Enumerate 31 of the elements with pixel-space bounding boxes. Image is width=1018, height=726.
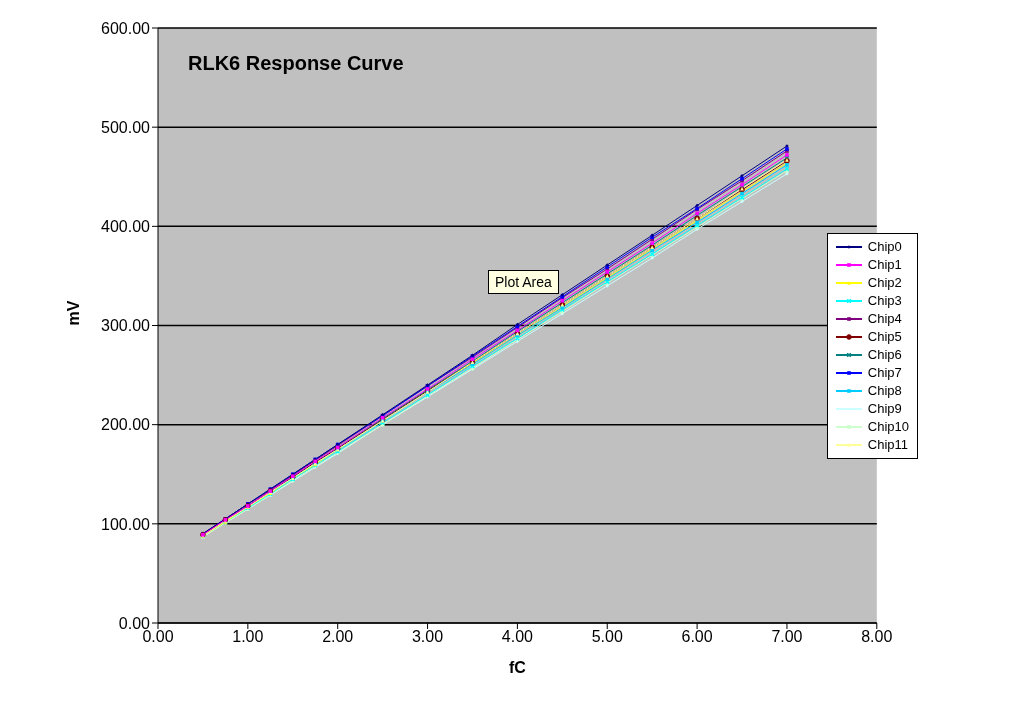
legend-label: Chip5 [867, 328, 902, 346]
y-tick-label: 400.00 [101, 218, 151, 236]
x-tick-label: 2.00 [322, 628, 354, 646]
y-tick-label: 600.00 [101, 19, 151, 37]
legend-label: Chip6 [867, 346, 902, 364]
legend-label: Chip9 [867, 400, 902, 418]
annotation: Plot Area [488, 270, 559, 294]
x-tick-label: 7.00 [771, 628, 803, 646]
legend-label: Chip0 [867, 238, 902, 256]
legend-label: Chip4 [867, 310, 902, 328]
y-axis-title: mV [64, 300, 82, 326]
legend-label: Chip10 [867, 418, 909, 436]
y-tick-label: 200.00 [101, 416, 151, 434]
x-tick-label: 3.00 [411, 628, 444, 646]
legend-label: Chip3 [867, 292, 902, 310]
x-tick-label: 8.00 [861, 628, 893, 646]
y-tick-label: 300.00 [101, 317, 151, 335]
x-tick-label: 5.00 [591, 628, 623, 646]
legend-label: Chip11 [867, 436, 909, 454]
x-tick-label: 6.00 [681, 628, 713, 646]
x-axis-title: fC [508, 659, 527, 676]
legend-label: Chip1 [867, 256, 902, 274]
x-tick-label: 1.00 [232, 628, 264, 646]
text: RLK6 Response Curve [188, 52, 404, 75]
legend-label: Chip8 [867, 382, 902, 400]
legend-label: Chip2 [867, 274, 902, 292]
x-tick-label: 0.00 [142, 628, 174, 646]
legend-label: Chip7 [867, 364, 902, 382]
y-tick-label: 100.00 [101, 515, 151, 533]
y-tick-label: 500.00 [101, 118, 151, 136]
x-tick-label: 4.00 [501, 628, 534, 646]
